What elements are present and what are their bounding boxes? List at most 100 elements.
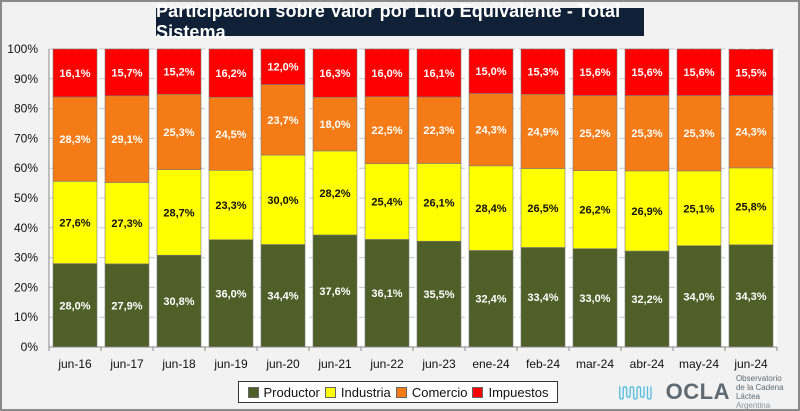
data-label-comercio: 29,1% xyxy=(111,134,142,146)
bar-comercio-jun-19 xyxy=(208,96,254,171)
bar-productor-jun-21 xyxy=(312,234,358,348)
legend-swatch-productor xyxy=(247,386,259,398)
bar-industria-mar-24 xyxy=(572,170,618,249)
bar-industria-jun-18 xyxy=(156,169,202,256)
data-label-industria: 26,1% xyxy=(423,197,454,209)
bar-comercio-jun-17 xyxy=(104,95,150,183)
data-label-impuestos: 15,5% xyxy=(735,67,766,79)
logo-line-2: de la Cadena Láctea xyxy=(735,383,784,401)
bar-productor-may-24 xyxy=(676,245,722,348)
bar-impuestos-jun-23 xyxy=(416,48,462,98)
bar-productor-jun-24 xyxy=(728,244,774,348)
data-label-industria: 28,7% xyxy=(163,207,194,219)
data-label-industria: 26,5% xyxy=(527,203,558,215)
bar-comercio-jun-18 xyxy=(156,93,202,170)
data-label-industria: 30,0% xyxy=(267,195,298,207)
bar-comercio-abr-24 xyxy=(624,95,670,172)
data-label-comercio: 23,7% xyxy=(267,115,298,127)
bar-productor-feb-24 xyxy=(520,247,566,348)
x-tick-label: jun-21 xyxy=(317,357,352,371)
legend-item-industria: Industria xyxy=(324,384,391,400)
data-label-impuestos: 16,1% xyxy=(59,68,90,80)
data-label-industria: 25,4% xyxy=(371,197,402,209)
legend-swatch-industria xyxy=(324,386,336,398)
bar-impuestos-jun-21 xyxy=(312,48,358,98)
data-label-industria: 28,2% xyxy=(319,188,350,200)
data-label-comercio: 24,9% xyxy=(527,126,558,138)
data-label-impuestos: 15,7% xyxy=(111,67,142,79)
bar-industria-ene-24 xyxy=(468,165,514,251)
bar-impuestos-jun-20 xyxy=(260,48,306,85)
data-label-comercio: 18,0% xyxy=(319,119,350,131)
data-label-impuestos: 15,6% xyxy=(631,67,662,79)
x-tick-label: jun-19 xyxy=(213,357,248,371)
y-tick-label: 60% xyxy=(14,161,38,175)
x-tick-label: jun-20 xyxy=(265,357,300,371)
bar-impuestos-mar-24 xyxy=(572,48,618,96)
data-label-productor: 33,0% xyxy=(579,293,610,305)
legend-item-productor: Productor xyxy=(247,385,320,400)
legend-label-impuestos: Impuestos xyxy=(488,384,549,400)
data-label-impuestos: 16,2% xyxy=(215,68,246,80)
bar-productor-jun-22 xyxy=(364,239,410,348)
bar-industria-jun-16 xyxy=(52,181,98,264)
data-label-comercio: 25,2% xyxy=(579,128,610,140)
y-tick-label: 70% xyxy=(14,131,38,145)
chart-legend: Productor Industria Comercio Impuestos xyxy=(238,381,558,403)
x-tick-label: feb-24 xyxy=(526,357,560,371)
data-label-comercio: 22,5% xyxy=(371,125,402,137)
logo-name: OCLA xyxy=(665,379,730,404)
bar-comercio-mar-24 xyxy=(572,95,618,171)
x-tick-label: mar-24 xyxy=(576,357,614,371)
data-label-impuestos: 16,1% xyxy=(423,68,454,80)
data-label-impuestos: 15,6% xyxy=(579,67,610,79)
data-label-productor: 34,0% xyxy=(683,291,714,303)
bar-impuestos-jun-17 xyxy=(104,48,150,97)
x-tick-label: jun-22 xyxy=(369,357,404,371)
data-label-comercio: 25,3% xyxy=(631,128,662,140)
x-tick-label: jun-16 xyxy=(57,357,92,371)
bar-productor-jun-19 xyxy=(208,239,254,348)
bar-productor-jun-18 xyxy=(156,254,202,348)
legend-label-comercio: Comercio xyxy=(411,384,468,400)
bar-impuestos-jun-18 xyxy=(156,48,202,95)
data-label-productor: 27,9% xyxy=(111,300,142,312)
bar-impuestos-jun-16 xyxy=(52,48,98,98)
data-label-productor: 37,6% xyxy=(319,286,350,298)
bar-industria-feb-24 xyxy=(520,168,566,248)
data-label-productor: 32,2% xyxy=(631,294,662,306)
data-label-productor: 33,4% xyxy=(527,292,558,304)
y-tick-label: 50% xyxy=(14,191,38,205)
bar-impuestos-may-24 xyxy=(676,48,722,96)
data-label-industria: 27,3% xyxy=(111,218,142,230)
bar-impuestos-ene-24 xyxy=(468,48,514,94)
bar-comercio-feb-24 xyxy=(520,93,566,169)
bar-productor-jun-17 xyxy=(104,263,150,348)
data-label-industria: 28,4% xyxy=(475,203,506,215)
data-label-productor: 34,3% xyxy=(735,291,766,303)
x-tick-label: abr-24 xyxy=(630,357,665,371)
data-label-impuestos: 12,0% xyxy=(267,62,298,74)
bar-industria-jun-24 xyxy=(728,167,774,246)
data-label-comercio: 24,5% xyxy=(215,129,246,141)
bar-industria-jun-20 xyxy=(260,154,306,245)
x-tick-label: jun-24 xyxy=(733,357,768,371)
data-label-industria: 26,2% xyxy=(579,205,610,217)
data-label-productor: 30,8% xyxy=(163,296,194,308)
legend-label-industria: Industria xyxy=(340,384,391,400)
bar-impuestos-jun-22 xyxy=(364,48,410,97)
bar-industria-abr-24 xyxy=(624,170,670,252)
x-tick-label: jun-17 xyxy=(109,357,144,371)
bar-comercio-jun-20 xyxy=(260,84,306,156)
y-tick-label: 0% xyxy=(21,340,39,354)
bar-industria-may-24 xyxy=(676,170,722,246)
bar-industria-jun-21 xyxy=(312,150,358,236)
bar-comercio-jun-16 xyxy=(52,96,98,182)
y-tick-label: 100% xyxy=(7,42,38,56)
legend-swatch-comercio xyxy=(395,386,407,398)
bar-impuestos-feb-24 xyxy=(520,48,566,95)
bar-comercio-jun-22 xyxy=(364,96,410,165)
data-label-comercio: 24,3% xyxy=(735,127,766,139)
y-tick-label: 90% xyxy=(14,72,38,86)
